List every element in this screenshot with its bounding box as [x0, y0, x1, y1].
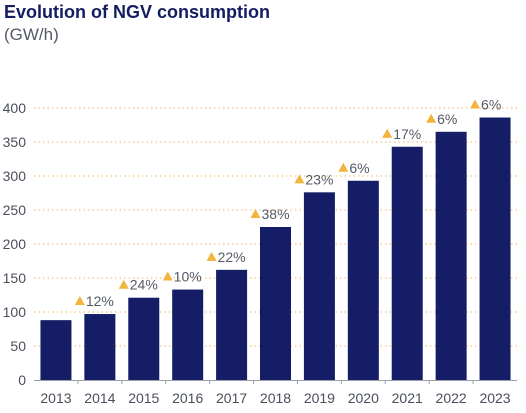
x-tick-label: 2022 [436, 390, 467, 406]
y-tick-label: 200 [3, 236, 27, 252]
bar-2014 [84, 314, 116, 380]
change-percent-label: 10% [174, 269, 202, 285]
bar-2018 [260, 227, 291, 380]
y-tick-label: 400 [3, 100, 27, 116]
up-arrow-icon [294, 174, 305, 184]
x-tick-label: 2015 [128, 390, 159, 406]
change-label-2014: 12% [74, 293, 114, 309]
x-tick-label: 2016 [172, 390, 203, 406]
bar-2020 [347, 180, 379, 380]
change-label-2016: 10% [162, 269, 202, 285]
up-arrow-icon [74, 296, 85, 306]
y-tick-label: 150 [3, 270, 27, 286]
x-tick-label: 2013 [40, 390, 71, 406]
change-label-2015: 24% [118, 277, 158, 293]
change-label-2020: 6% [338, 160, 370, 176]
x-tick-label: 2020 [348, 390, 379, 406]
data-labels: 12% 24% 10% 22% 38% 23% 6% 17% 6% 6% [74, 97, 501, 309]
chart-subtitle: (GW/h) [4, 25, 59, 44]
up-arrow-icon [338, 162, 349, 172]
up-arrow-icon [162, 271, 173, 281]
up-arrow-icon [426, 113, 437, 123]
change-label-2019: 23% [294, 171, 333, 187]
x-tick-label: 2014 [84, 390, 115, 406]
y-tick-label: 350 [3, 134, 27, 150]
change-percent-label: 22% [218, 249, 246, 265]
up-arrow-icon [470, 99, 481, 109]
x-tick-label: 2017 [216, 390, 247, 406]
x-tick-label: 2019 [304, 390, 335, 406]
change-percent-label: 6% [481, 97, 501, 113]
change-percent-label: 6% [437, 111, 457, 127]
y-tick-label: 50 [10, 338, 26, 354]
change-percent-label: 12% [86, 293, 114, 309]
up-arrow-icon [118, 279, 129, 289]
y-axis: 0 50 100 150 200 250 300 350 400 [3, 100, 517, 388]
y-tick-label: 250 [3, 202, 27, 218]
change-label-2018: 38% [250, 206, 290, 222]
bars [40, 117, 511, 381]
bar-2022 [435, 131, 467, 380]
chart-title: Evolution of NGV consumption [4, 2, 270, 22]
bar-2013 [40, 320, 72, 380]
change-label-2023: 6% [470, 97, 501, 113]
change-label-2017: 22% [206, 249, 246, 265]
up-arrow-icon [206, 251, 217, 261]
change-label-2022: 6% [426, 111, 457, 127]
up-arrow-icon [250, 209, 261, 218]
bar-2019 [303, 192, 335, 380]
y-tick-label: 300 [3, 168, 27, 184]
change-percent-label: 23% [305, 171, 333, 187]
bar-2017 [216, 269, 248, 380]
bar-2023 [479, 117, 511, 381]
change-percent-label: 6% [349, 160, 369, 176]
x-axis: 2013 2014 2015 2016 2017 2018 2019 2020 2021 2022… [40, 380, 511, 406]
x-tick-label: 2023 [479, 390, 510, 406]
change-percent-label: 38% [262, 206, 290, 222]
change-percent-label: 17% [393, 126, 421, 142]
bar-2015 [128, 297, 160, 380]
x-tick-label: 2021 [392, 390, 423, 406]
change-label-2021: 17% [382, 126, 421, 142]
y-tick-label: 0 [18, 372, 26, 388]
up-arrow-icon [382, 128, 393, 138]
change-percent-label: 24% [130, 277, 158, 293]
y-tick-label: 100 [3, 304, 27, 320]
bar-2021 [391, 146, 423, 380]
bar-2016 [172, 289, 204, 380]
x-tick-label: 2018 [260, 390, 291, 406]
